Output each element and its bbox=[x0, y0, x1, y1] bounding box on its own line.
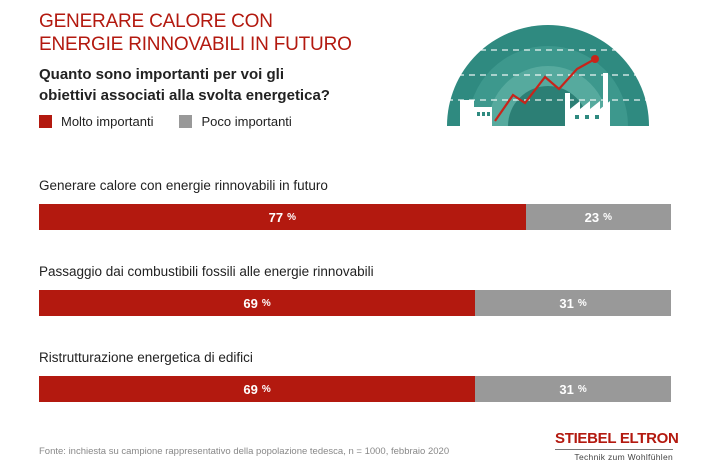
bar-segment-molto: 77% bbox=[39, 204, 526, 230]
bar-unit-label: % bbox=[261, 297, 271, 309]
bar-unit-label: % bbox=[287, 211, 296, 223]
brand-logo: STIEBEL ELTRON Technik zum Wohlfühlen bbox=[555, 430, 679, 462]
bar-segment-poco: 31% bbox=[475, 376, 671, 402]
bar-value-label: 69 bbox=[243, 381, 258, 397]
legend-item-poco: Poco importanti bbox=[179, 114, 292, 129]
stacked-bar: 69% 31% bbox=[39, 290, 671, 316]
category-label: Generare calore con energie rinnovabili … bbox=[39, 178, 328, 193]
legend: Molto importanti Poco importanti bbox=[39, 114, 318, 129]
bar-group-2: Passaggio dai combustibili fossili alle … bbox=[39, 262, 671, 316]
chart-question: Quanto sono importanti per voi gli obiet… bbox=[39, 64, 330, 106]
legend-item-molto: Molto importanti bbox=[39, 114, 153, 129]
chart-title-line-1: GENERARE CALORE CON bbox=[39, 11, 273, 32]
bar-segment-molto: 69% bbox=[39, 376, 476, 402]
energy-transition-illustration-icon bbox=[445, 25, 651, 130]
brand-name: STIEBEL ELTRON bbox=[555, 430, 679, 447]
legend-swatch-poco bbox=[179, 115, 193, 128]
chart-question-line-2: obiettivi associati alla svolta energeti… bbox=[39, 87, 330, 104]
bar-segment-poco: 31% bbox=[475, 290, 671, 316]
bar-value-label: 69 bbox=[243, 295, 258, 311]
category-label: Ristrutturazione energetica di edifici bbox=[39, 350, 253, 365]
bar-segment-poco: 23% bbox=[525, 204, 671, 230]
stacked-bar: 77% 23% bbox=[39, 204, 671, 230]
category-label: Passaggio dai combustibili fossili alle … bbox=[39, 264, 374, 279]
source-note: Fonte: inchiesta su campione rappresenta… bbox=[39, 446, 450, 457]
chart-title: GENERARE CALORE CON ENERGIE RINNOVABILI … bbox=[39, 10, 352, 56]
chart-question-line-1: Quanto sono importanti per voi gli bbox=[39, 66, 285, 83]
bar-unit-label: % bbox=[261, 383, 271, 395]
legend-label-molto: Molto importanti bbox=[61, 114, 154, 129]
bar-group-3: Ristrutturazione energetica di edifici 69… bbox=[39, 348, 671, 402]
bar-value-label: 77 bbox=[268, 209, 284, 225]
bar-value-label: 31 bbox=[559, 381, 574, 397]
legend-swatch-molto bbox=[39, 115, 52, 128]
brand-tagline: Technik zum Wohlfühlen bbox=[574, 452, 673, 462]
brand-divider bbox=[555, 449, 673, 450]
bar-segment-molto: 69% bbox=[39, 290, 476, 316]
chart-title-line-2: ENERGIE RINNOVABILI IN FUTURO bbox=[39, 34, 352, 55]
bar-unit-label: % bbox=[577, 383, 587, 395]
stacked-bar: 69% 31% bbox=[39, 376, 671, 402]
bar-value-label: 31 bbox=[559, 295, 574, 311]
bar-value-label: 23 bbox=[584, 209, 600, 225]
bar-unit-label: % bbox=[603, 211, 612, 223]
bar-group-1: Generare calore con energie rinnovabili … bbox=[39, 176, 671, 230]
bar-unit-label: % bbox=[577, 297, 587, 309]
legend-label-poco: Poco importanti bbox=[201, 114, 292, 129]
